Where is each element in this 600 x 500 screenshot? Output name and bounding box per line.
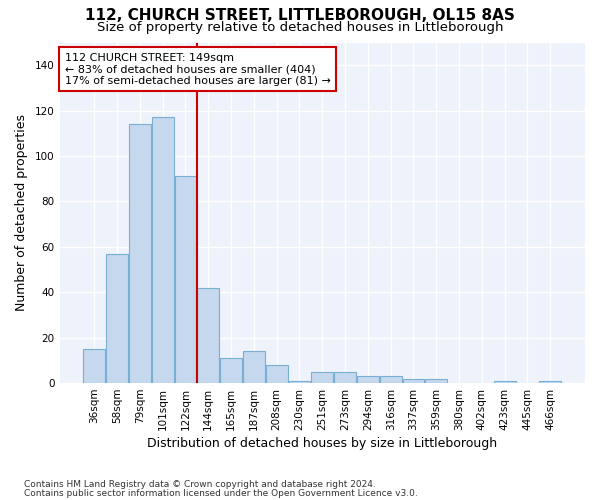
Bar — [539, 381, 561, 383]
Bar — [357, 376, 379, 383]
Text: Contains public sector information licensed under the Open Government Licence v3: Contains public sector information licen… — [24, 488, 418, 498]
Bar — [289, 381, 310, 383]
Bar — [220, 358, 242, 383]
Bar — [106, 254, 128, 383]
Bar — [380, 376, 401, 383]
Y-axis label: Number of detached properties: Number of detached properties — [15, 114, 28, 312]
Bar — [129, 124, 151, 383]
Bar — [425, 378, 447, 383]
Bar — [334, 372, 356, 383]
Bar — [152, 118, 173, 383]
Text: Contains HM Land Registry data © Crown copyright and database right 2024.: Contains HM Land Registry data © Crown c… — [24, 480, 376, 489]
Bar — [175, 176, 196, 383]
Bar — [243, 352, 265, 383]
Text: 112 CHURCH STREET: 149sqm
← 83% of detached houses are smaller (404)
17% of semi: 112 CHURCH STREET: 149sqm ← 83% of detac… — [65, 52, 331, 86]
Bar — [266, 365, 287, 383]
Bar — [311, 372, 333, 383]
Bar — [197, 288, 219, 383]
X-axis label: Distribution of detached houses by size in Littleborough: Distribution of detached houses by size … — [147, 437, 497, 450]
Bar — [494, 381, 515, 383]
Text: 112, CHURCH STREET, LITTLEBOROUGH, OL15 8AS: 112, CHURCH STREET, LITTLEBOROUGH, OL15 … — [85, 8, 515, 22]
Bar — [83, 349, 105, 383]
Bar — [403, 378, 424, 383]
Text: Size of property relative to detached houses in Littleborough: Size of property relative to detached ho… — [97, 21, 503, 34]
